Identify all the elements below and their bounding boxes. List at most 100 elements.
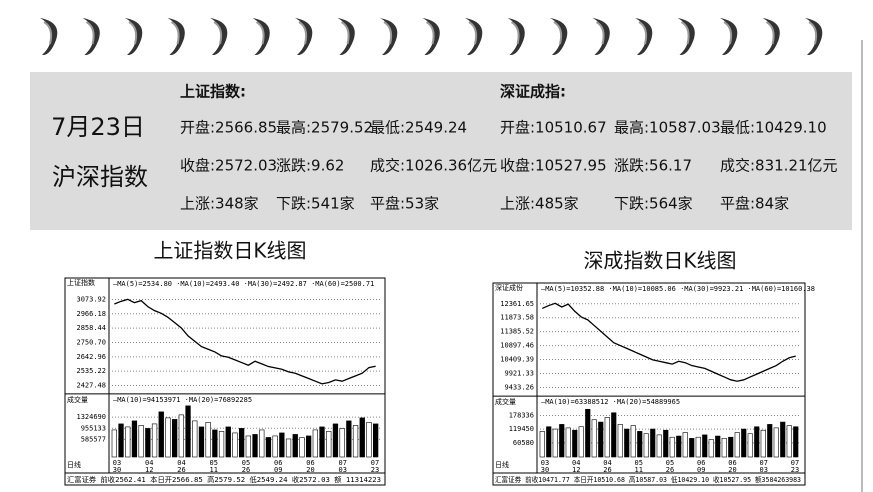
date-tick-month: 07 bbox=[371, 459, 379, 467]
date-tick-month: 06 bbox=[274, 459, 282, 467]
volume-bar bbox=[565, 427, 571, 458]
spiral-shine bbox=[553, 21, 563, 45]
volume-bar bbox=[721, 438, 727, 458]
spiral-shine bbox=[595, 21, 605, 45]
date-tick-day: 11 bbox=[210, 466, 218, 474]
index-stat: 下跌:541家 bbox=[276, 195, 355, 213]
chart-title: 深成指数日K线图 bbox=[583, 249, 736, 273]
volume-bar bbox=[624, 428, 630, 458]
spiral bbox=[550, 18, 568, 56]
date-tick-month: 05 bbox=[242, 459, 250, 467]
spiral bbox=[635, 18, 653, 56]
volume-bar bbox=[669, 436, 675, 458]
index-stat: 最低:2549.24 bbox=[370, 119, 467, 137]
date-tick-day: 26 bbox=[603, 466, 611, 474]
spiral-shine bbox=[425, 21, 435, 45]
index-name: 上证指数: bbox=[180, 83, 246, 101]
chart-title: 上证指数日K线图 bbox=[153, 239, 306, 263]
volume-bar bbox=[715, 435, 721, 458]
volume-bar bbox=[212, 429, 218, 458]
volume-bar bbox=[299, 437, 305, 458]
volume-label: 成交量 bbox=[495, 397, 516, 406]
spiral bbox=[465, 18, 483, 56]
volume-bar bbox=[245, 435, 251, 458]
volume-bar bbox=[611, 412, 617, 458]
y-tick-label: 9921.33 bbox=[504, 369, 534, 377]
date-tick-month: 07 bbox=[760, 459, 768, 467]
y-tick-label: 12361.65 bbox=[500, 300, 534, 308]
volume-bar bbox=[559, 424, 565, 458]
date-tick-month: 04 bbox=[603, 459, 611, 467]
volume-bar bbox=[326, 431, 332, 458]
spiral-shine bbox=[680, 21, 690, 45]
y-tick-label: 3073.92 bbox=[76, 295, 106, 303]
index-stat: 开盘:10510.67 bbox=[500, 119, 607, 137]
y-tick-label: 11873.58 bbox=[500, 314, 534, 322]
volume-bar bbox=[252, 434, 258, 458]
index-stat: 平盘:84家 bbox=[720, 195, 789, 213]
volume-bar bbox=[702, 434, 708, 458]
volume-bar bbox=[767, 424, 773, 458]
volume-bar bbox=[598, 421, 604, 458]
volume-bar bbox=[312, 429, 318, 458]
y-tick-label: 2966.18 bbox=[76, 310, 106, 318]
index-stat: 最高:2579.52 bbox=[276, 119, 373, 137]
spiral bbox=[592, 18, 610, 56]
volume-label: 成交量 bbox=[67, 395, 88, 404]
close-line bbox=[114, 298, 376, 385]
volume-legend: —MA(10)=63388512 ·MA(20)=54889965 bbox=[541, 398, 680, 406]
date-tick-day: 09 bbox=[697, 466, 705, 474]
volume-bar bbox=[158, 411, 164, 458]
spiral bbox=[677, 18, 695, 56]
volume-bar bbox=[205, 422, 211, 458]
volume-bar bbox=[754, 426, 760, 458]
y-tick-label: 9433.26 bbox=[504, 383, 534, 391]
date-tick-month: 07 bbox=[339, 459, 347, 467]
chart-label: 深证成份 bbox=[495, 283, 523, 292]
volume-bar bbox=[656, 434, 662, 458]
spiral bbox=[295, 18, 313, 56]
spiral bbox=[762, 18, 780, 56]
volume-bar bbox=[708, 439, 714, 458]
date-tick-month: 05 bbox=[635, 459, 643, 467]
heading: 沪深指数 bbox=[52, 163, 148, 191]
volume-bar bbox=[225, 426, 231, 458]
volume-bar bbox=[359, 417, 365, 458]
spiral-shine bbox=[510, 21, 520, 45]
date-tick-day: 30 bbox=[113, 466, 121, 474]
volume-tick-label: 119450 bbox=[509, 425, 534, 433]
volume-bar bbox=[617, 424, 623, 458]
date-tick-day: 12 bbox=[572, 466, 580, 474]
date-tick-day: 03 bbox=[339, 466, 347, 474]
date-tick-day: 03 bbox=[760, 466, 768, 474]
index-stat: 开盘:2566.85 bbox=[180, 119, 277, 137]
volume-bar bbox=[178, 414, 184, 458]
spiral-shine bbox=[170, 21, 180, 45]
volume-bar bbox=[118, 423, 124, 458]
volume-bar bbox=[637, 431, 643, 458]
spiral-shine bbox=[340, 21, 350, 45]
spiral-shine bbox=[468, 21, 478, 45]
volume-bar bbox=[111, 429, 117, 458]
y-tick-label: 2750.70 bbox=[76, 338, 106, 346]
date-tick-day: 23 bbox=[371, 466, 379, 474]
volume-bar bbox=[192, 420, 198, 458]
volume-bar bbox=[125, 426, 131, 458]
volume-bar bbox=[151, 423, 158, 458]
volume-bar bbox=[138, 425, 144, 458]
period-label: 日线 bbox=[495, 460, 509, 469]
chart-frame bbox=[492, 282, 806, 486]
volume-bar bbox=[292, 434, 298, 458]
volume-bar bbox=[630, 425, 636, 458]
date-tick-month: 06 bbox=[697, 459, 705, 467]
volume-bar bbox=[279, 432, 285, 458]
spiral bbox=[252, 18, 270, 56]
spiral-shine bbox=[383, 21, 393, 45]
date-tick-day: 11 bbox=[635, 466, 643, 474]
close-line bbox=[541, 302, 796, 382]
index-name: 深证成指: bbox=[500, 83, 566, 101]
volume-bar bbox=[265, 437, 272, 458]
volume-bar bbox=[591, 419, 597, 458]
volume-bar bbox=[747, 433, 753, 458]
spiral bbox=[720, 18, 738, 56]
